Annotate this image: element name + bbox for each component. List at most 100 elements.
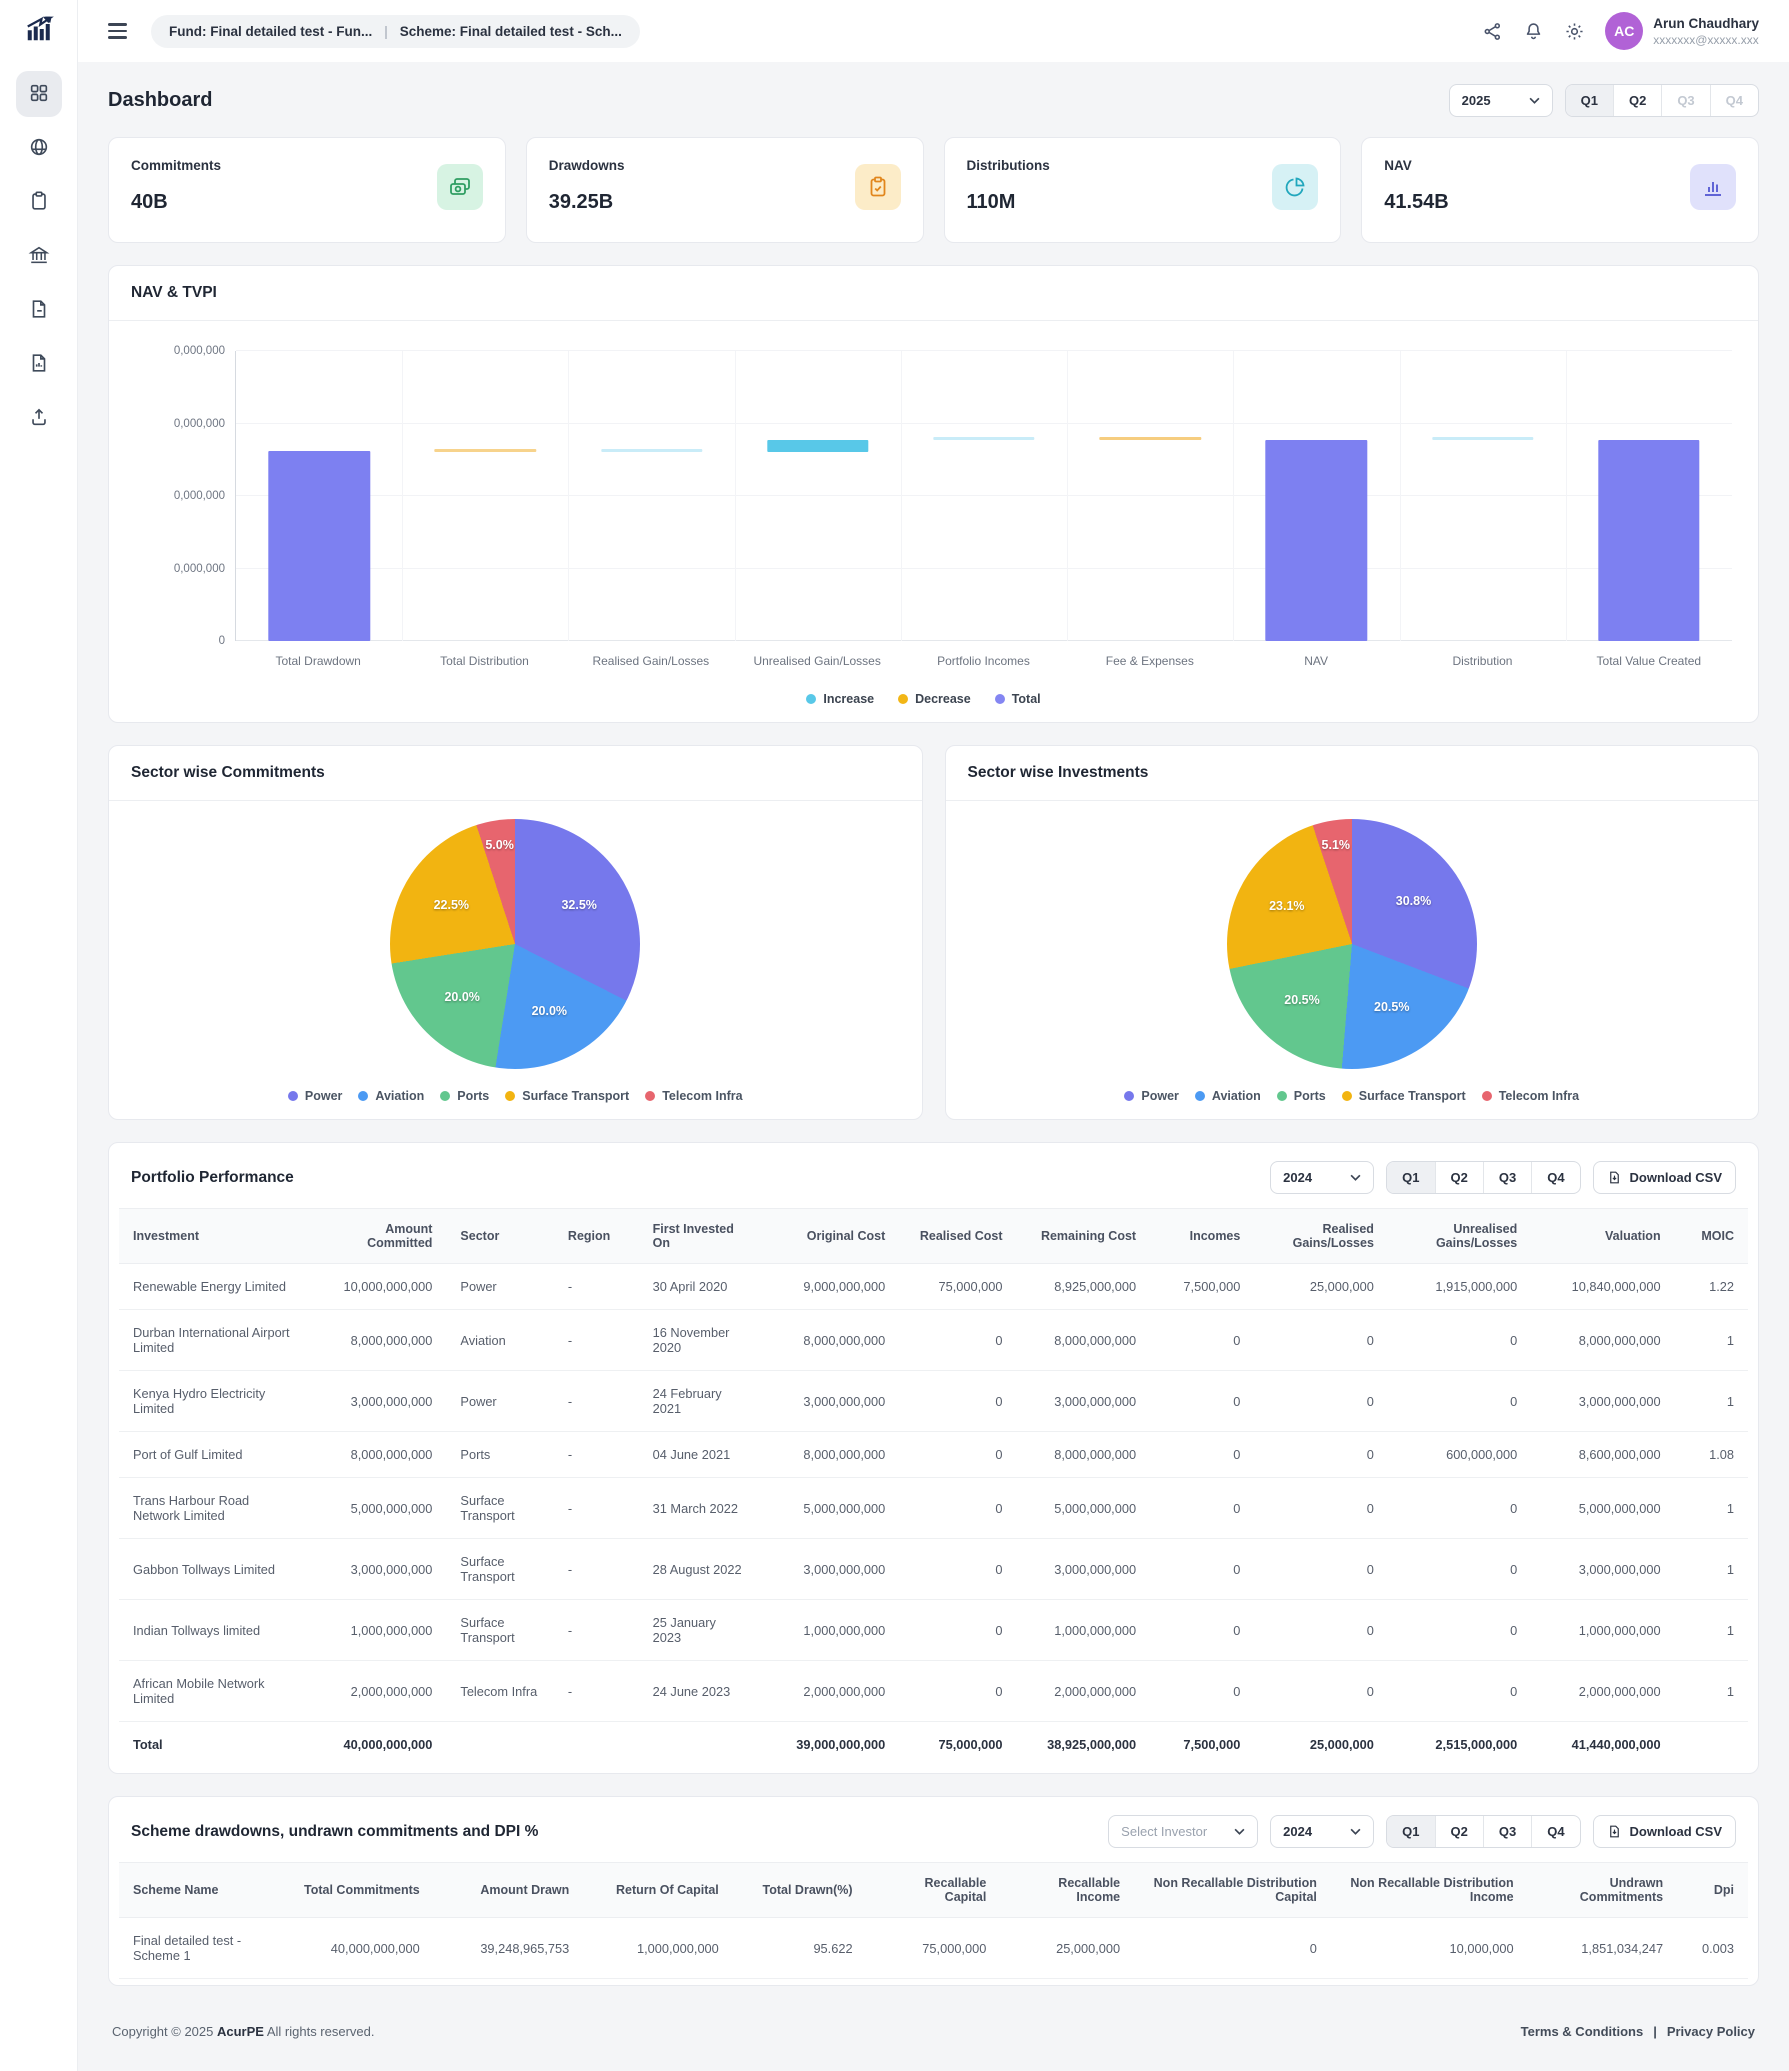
year-select[interactable]: 2025 xyxy=(1448,84,1553,117)
gridline xyxy=(1565,351,1567,641)
sidebar-item-upload[interactable] xyxy=(16,395,62,441)
cell: - xyxy=(553,1599,639,1661)
cell: 0 xyxy=(1150,1431,1255,1478)
cell: 1,851,034,247 xyxy=(1527,1917,1678,1979)
cell: 8,000,000,000 xyxy=(1016,1431,1151,1478)
bell-icon[interactable] xyxy=(1523,21,1544,42)
legend-dot xyxy=(806,694,817,704)
gridline xyxy=(402,351,404,641)
y-axis-label: 0,000,000 xyxy=(173,562,225,575)
portfolio-year-value: 2024 xyxy=(1283,1170,1313,1185)
cell: Gabbon Tollways Limited xyxy=(119,1538,307,1600)
cell: 8,000,000,000 xyxy=(306,1309,447,1371)
cell: 5,000,000,000 xyxy=(1016,1477,1151,1539)
portfolio-quarter-q4[interactable]: Q4 xyxy=(1531,1162,1579,1193)
cell: 24 February 2021 xyxy=(638,1370,760,1432)
pie-slice-label: 20.0% xyxy=(444,990,480,1005)
topbar-actions: AC Arun Chaudhary xxxxxxx@xxxxx.xxx xyxy=(1482,12,1759,50)
column-header: Return Of Capital xyxy=(583,1862,733,1918)
scheme-year-value: 2024 xyxy=(1283,1824,1313,1839)
column-header: Non Recallable Distribution Income xyxy=(1330,1862,1528,1918)
cell: 1,000,000,000 xyxy=(759,1599,900,1661)
waterfall-bar-fee-expenses xyxy=(1099,437,1201,441)
scheme-table-head: Scheme Name Total Commitments Amount Drawn… xyxy=(119,1862,1748,1918)
menu-toggle-button[interactable] xyxy=(104,19,131,42)
cell: 0 xyxy=(1150,1660,1255,1722)
sidebar-item-globe[interactable] xyxy=(16,125,62,171)
portfolio-quarter-q3[interactable]: Q3 xyxy=(1482,1162,1531,1193)
portfolio-year-select[interactable]: 2024 xyxy=(1270,1161,1375,1194)
waterfall-bar-unrealised-gain-losses xyxy=(767,439,869,452)
cell: 1.22 xyxy=(1674,1263,1748,1310)
avatar[interactable]: AC xyxy=(1605,12,1644,50)
nav-tvpi-chart: 0 0,000,000 0,000,000 0,000,000 0,000,000 To… xyxy=(109,321,1758,722)
cell: 28 August 2022 xyxy=(638,1538,760,1600)
scheme-quarter-q1[interactable]: Q1 xyxy=(1387,1816,1435,1847)
portfolio-download-csv-button[interactable]: Download CSV xyxy=(1592,1161,1736,1194)
cell: 1 xyxy=(1674,1599,1748,1661)
legend-label: Aviation xyxy=(1211,1089,1261,1103)
privacy-link[interactable]: Privacy Policy xyxy=(1666,2024,1755,2039)
waterfall-bar-total-drawdown xyxy=(268,451,370,641)
page-quarter-q3[interactable]: Q3 xyxy=(1661,85,1709,116)
x-axis-labels: Total Drawdown Total Distribution Realised… xyxy=(235,654,1732,668)
terms-link[interactable]: Terms & Conditions xyxy=(1520,2024,1644,2039)
portfolio-quarter-q2[interactable]: Q2 xyxy=(1434,1162,1483,1193)
waterfall-bar-distribution xyxy=(1431,437,1534,441)
chevron-down-icon xyxy=(1234,1828,1245,1835)
sidebar-item-report[interactable] xyxy=(16,341,62,387)
scheme-quarter-q3[interactable]: Q3 xyxy=(1482,1816,1531,1847)
waterfall-legend: Increase Decrease Total xyxy=(115,692,1732,706)
page-quarter-q4[interactable]: Q4 xyxy=(1709,85,1758,116)
cell: 75,000,000 xyxy=(866,1917,1001,1979)
gear-icon[interactable] xyxy=(1564,21,1585,42)
scheme-year-select[interactable]: 2024 xyxy=(1270,1815,1375,1848)
scheme-download-csv-button[interactable]: Download CSV xyxy=(1592,1815,1736,1848)
cell: 39,248,965,753 xyxy=(433,1917,584,1979)
sidebar-item-clipboard[interactable] xyxy=(16,179,62,225)
cell: Ports xyxy=(446,1431,554,1478)
table-row: Trans Harbour Road Network Limited 5,000,… xyxy=(119,1477,1748,1539)
legend-dot xyxy=(1124,1091,1135,1101)
cell xyxy=(554,1722,639,1768)
table-row: African Mobile Network Limited 2,000,000,… xyxy=(119,1660,1748,1722)
cell: 0 xyxy=(1254,1477,1388,1539)
kpi-label: Drawdowns xyxy=(548,158,625,173)
sidebar-item-file[interactable] xyxy=(16,287,62,333)
page-quarter-q2[interactable]: Q2 xyxy=(1612,85,1661,116)
footer: Copyright © 2025 AcurPE All rights reser… xyxy=(108,2008,1759,2061)
footer-link-separator: | xyxy=(1653,2024,1657,2039)
gridline xyxy=(734,351,736,641)
gridline xyxy=(1233,351,1235,641)
cell: - xyxy=(553,1431,639,1478)
sidebar-item-dashboard[interactable] xyxy=(15,71,62,117)
legend-dot xyxy=(1194,1091,1205,1101)
cell: 3,000,000,000 xyxy=(1016,1538,1151,1600)
share-nodes-icon[interactable] xyxy=(1482,21,1503,42)
sidebar-item-bank[interactable] xyxy=(16,233,62,279)
scheme-quarter-q2[interactable]: Q2 xyxy=(1434,1816,1483,1847)
x-axis-label: Portfolio Incomes xyxy=(937,654,1030,668)
file-chart-icon xyxy=(28,352,50,377)
cell: 0 xyxy=(1387,1599,1532,1661)
investor-select[interactable]: Select Investor xyxy=(1108,1815,1259,1848)
kpi-nav: NAV 41.54B xyxy=(1361,137,1759,243)
cell: 0 xyxy=(1254,1370,1388,1432)
cell: - xyxy=(553,1538,639,1600)
user-chip[interactable]: AC Arun Chaudhary xxxxxxx@xxxxx.xxx xyxy=(1605,12,1759,50)
cell: 38,925,000,000 xyxy=(1047,1737,1137,1752)
legend-item: Increase xyxy=(806,692,874,706)
cell: 1.08 xyxy=(1674,1431,1748,1478)
pie-chart xyxy=(390,819,641,1069)
portfolio-title: Portfolio Performance xyxy=(131,1168,294,1186)
page-quarter-q1[interactable]: Q1 xyxy=(1565,85,1613,116)
y-axis-label: 0 xyxy=(218,635,225,647)
portfolio-table-head: Investment Amount Committed Sector Region Fi… xyxy=(119,1208,1748,1264)
fund-scheme-pill[interactable]: Fund: Final detailed test - Fun... | Sch… xyxy=(151,14,640,48)
scheme-quarter-q4[interactable]: Q4 xyxy=(1531,1816,1579,1847)
portfolio-quarter-q1[interactable]: Q1 xyxy=(1387,1162,1435,1193)
gridline xyxy=(568,351,570,641)
cell: 0.003 xyxy=(1677,1917,1748,1979)
pie-slice-label: 20.0% xyxy=(531,1003,568,1018)
kpi-drawdowns: Drawdowns 39.25B xyxy=(525,137,924,243)
